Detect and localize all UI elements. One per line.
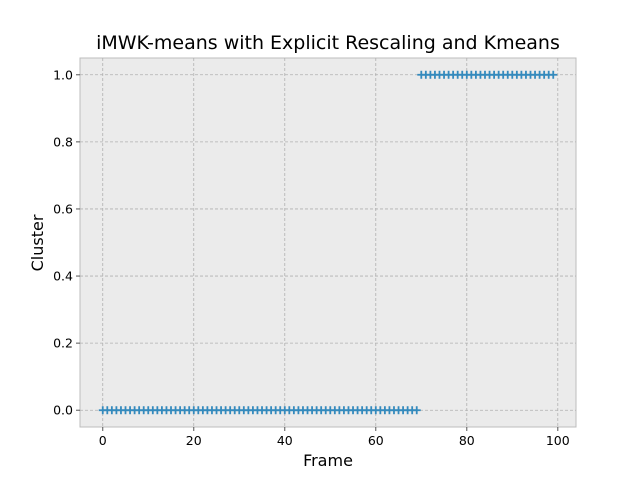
x-tick-label: 100: [546, 433, 570, 448]
scatter-points: [98, 70, 558, 415]
x-axis-label: Frame: [303, 451, 353, 470]
y-axis-ticks: 0.0 0.2 0.4 0.6 0.8 1.0: [53, 67, 80, 418]
data-point: [549, 70, 558, 79]
y-axis-label: Cluster: [28, 214, 47, 271]
chart-title: iMWK-means with Explicit Rescaling and K…: [96, 32, 560, 54]
y-tick-label: 0.8: [53, 134, 73, 149]
x-tick-label: 80: [459, 433, 475, 448]
y-tick-label: 0.4: [53, 269, 73, 284]
y-tick-label: 0.6: [53, 201, 73, 216]
data-point: [412, 406, 421, 415]
y-tick-label: 0.2: [53, 336, 73, 351]
x-tick-label: 0: [99, 433, 107, 448]
x-axis-ticks: 0 20 40 60 80 100: [99, 427, 570, 448]
x-tick-label: 40: [277, 433, 293, 448]
x-tick-label: 60: [368, 433, 384, 448]
x-tick-label: 20: [186, 433, 202, 448]
plot-area: [79, 57, 577, 428]
y-tick-label: 1.0: [53, 67, 73, 82]
y-tick-label: 0.0: [53, 403, 73, 418]
